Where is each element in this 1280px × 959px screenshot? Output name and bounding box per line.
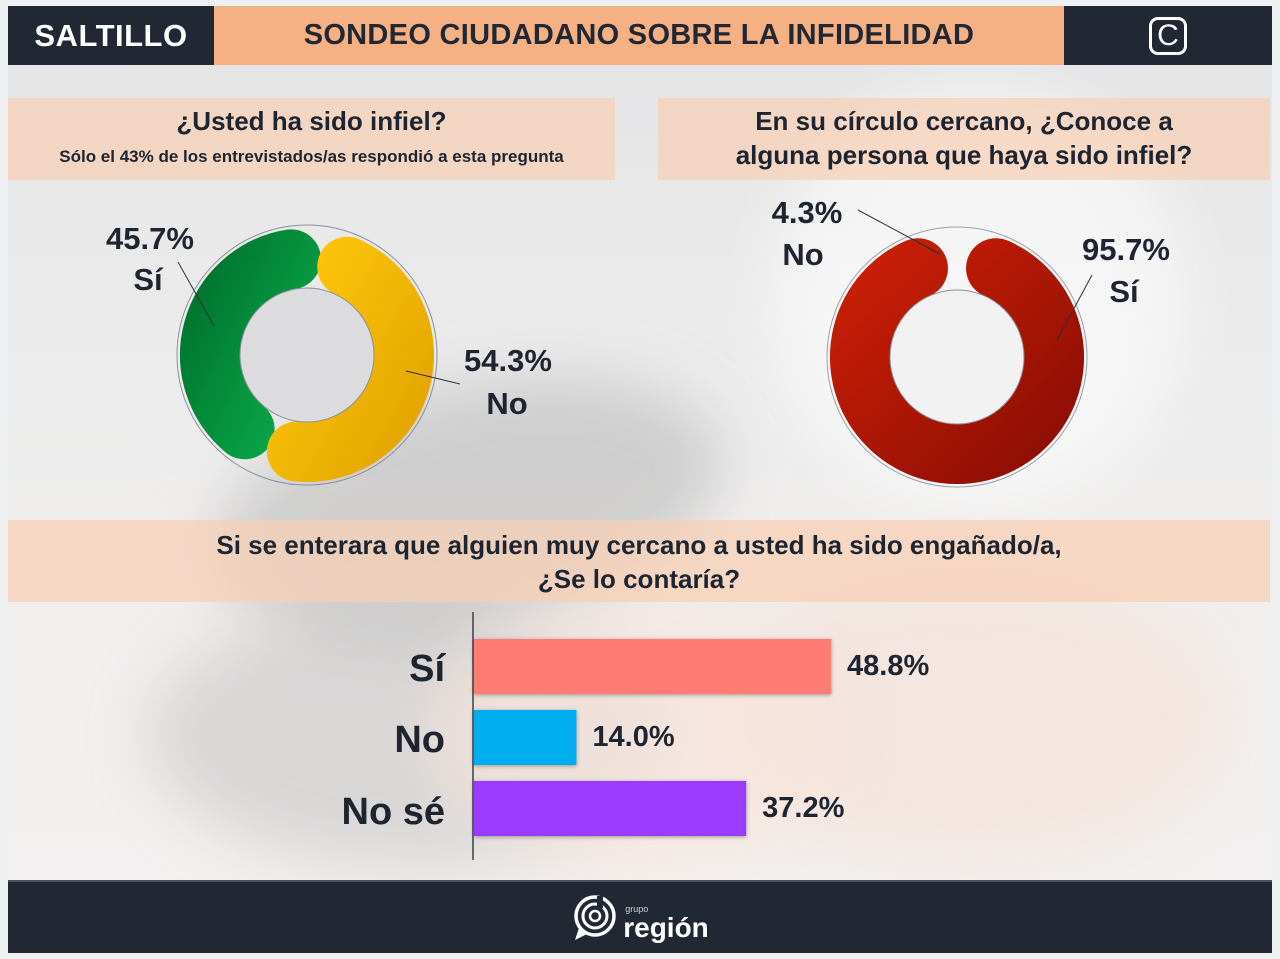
bar-label-nose: No sé (342, 791, 445, 833)
header: SALTILLO SONDEO CIUDADANO SOBRE LA INFID… (8, 6, 1272, 65)
question-2-title: En su círculo cercano, ¿Conoce a alguna … (735, 106, 1193, 170)
question-3-band: Si se enterara que alguien muy cercano a… (8, 520, 1270, 602)
c-logo-icon: C (1149, 16, 1187, 55)
question-3-title-line-1: Si se enterara que alguien muy cercano a… (216, 530, 1062, 560)
bar-value-si: 48.8% (847, 650, 929, 682)
brand-grupo-text: grupo (625, 903, 649, 914)
leader-line-si (1056, 274, 1093, 341)
question-1-band: ¿Usted ha sido infiel? Sólo el 43% de lo… (8, 98, 615, 180)
donut2-si-value: 95.7% (1082, 232, 1170, 267)
bar-value-nose: 37.2% (762, 792, 844, 824)
donut-inner-circle (239, 287, 375, 423)
bar-label-no: No (394, 719, 445, 761)
bar-si (474, 639, 831, 694)
leader-line-no (857, 209, 941, 255)
question-3-title-line-2: ¿Se lo contaría? (537, 564, 741, 594)
donut-segment-s (830, 238, 1084, 484)
question-1-title: ¿Usted ha sido infiel? (176, 106, 447, 136)
page-title: SONDEO CIUDADANO SOBRE LA INFIDELIDAD (214, 6, 1064, 65)
donut1-no-label: No (486, 386, 527, 421)
brand-region-text: región (623, 911, 709, 943)
donut-outer-ring (826, 226, 1088, 488)
logo-box: C (1064, 6, 1272, 65)
leader-line-si (177, 261, 215, 327)
donut1-si-value: 45.7% (106, 221, 194, 256)
donut1-no-value: 54.3% (464, 343, 552, 378)
question-2-band: En su círculo cercano, ¿Conoce a alguna … (658, 98, 1270, 180)
question-1-subtitle: Sólo el 43% de los entrevistados/as resp… (59, 147, 564, 166)
city-label: SALTILLO (8, 6, 214, 65)
bar-nose (474, 781, 747, 836)
donut-chart-infidelity (176, 224, 438, 486)
grupo-region-logo: grupo región (571, 894, 709, 942)
grupo-region-logo-icon (574, 894, 616, 940)
leader-line-no (405, 370, 461, 385)
bar-label-si: Sí (409, 648, 446, 690)
bar-value-no: 14.0% (592, 721, 674, 753)
donut-segment-s (180, 229, 322, 460)
donut-segment-no (266, 236, 434, 482)
bar-chart-tell (472, 612, 831, 860)
donut2-si-label: Sí (1109, 274, 1140, 309)
donut1-si-label: Sí (133, 262, 164, 297)
donut-inner-circle (889, 289, 1025, 425)
donut2-no-label: No (782, 237, 823, 272)
donut2-no-value: 4.3% (772, 195, 843, 230)
footer: grupo región (8, 880, 1272, 953)
bar-no (474, 710, 577, 765)
donut-chart-know-someone (826, 226, 1088, 488)
donut-outer-ring (176, 224, 438, 486)
